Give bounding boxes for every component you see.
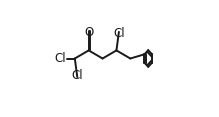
Text: Cl: Cl — [113, 27, 125, 40]
Text: Cl: Cl — [55, 52, 66, 65]
Text: Cl: Cl — [71, 69, 83, 82]
Text: O: O — [84, 26, 93, 39]
